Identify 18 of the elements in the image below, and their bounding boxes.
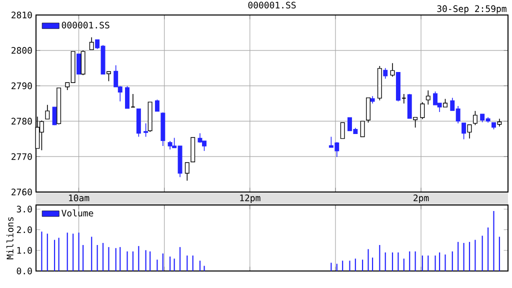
y-tick-label: 2.0 [16,226,32,234]
text: 30-Sep 2:59pm [437,5,506,14]
y-tick-label: 2780 [12,118,32,125]
y-tick-label: 1.0 [17,246,32,254]
y-tick-label: 3.0 [16,206,32,213]
y-tick-label: 0.0 [16,268,32,274]
x-tick-label: 10am [69,194,90,202]
y-tick-label: 2760 [12,188,32,196]
legend-label: 000001.SS [62,22,110,29]
y-tick-label: 2790 [12,82,32,90]
x-tick-label: 12pm [240,194,260,204]
y-tick-label: 2770 [12,153,32,160]
chart-title: 000001.SS [248,2,296,8]
y-axis-title: Millions [6,217,14,260]
y-tick-label: 2800 [12,47,32,54]
y-tick-label: 2810 [12,12,32,18]
legend-label: Volume [62,210,94,216]
x-tick-label: 2pm [414,194,429,204]
